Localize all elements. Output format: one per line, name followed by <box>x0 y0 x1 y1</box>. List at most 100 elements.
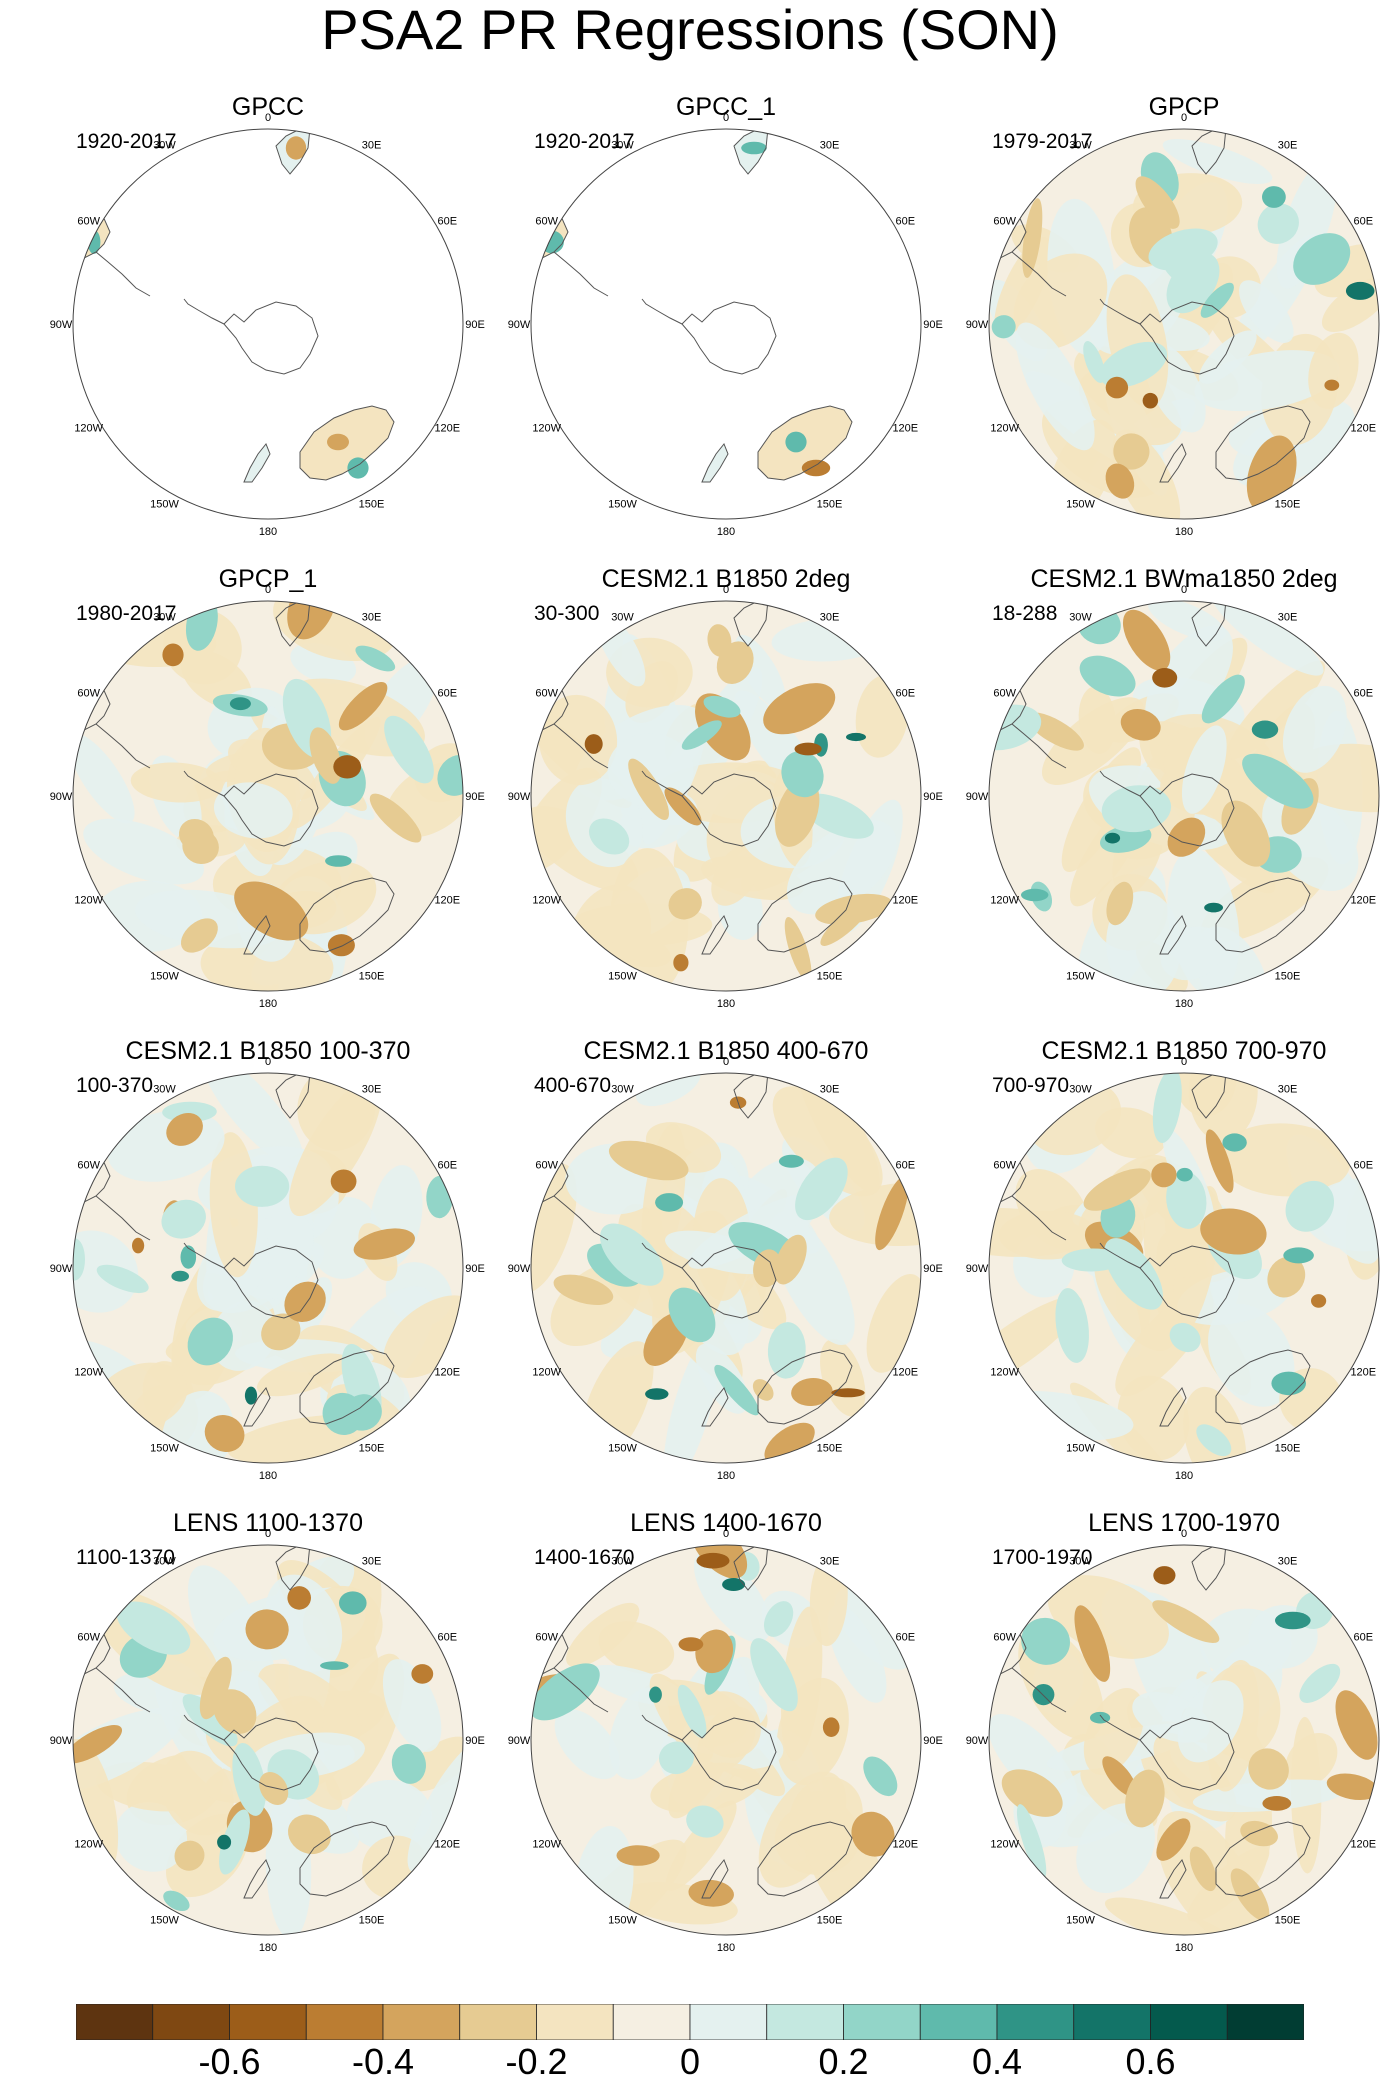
longitude-label: 30E <box>362 140 382 152</box>
panel-years: 1700-1970 <box>992 1546 1093 1569</box>
colorbar-swatch <box>1073 2004 1151 2040</box>
panel-title: GPCP <box>1148 93 1220 121</box>
precip-field <box>531 1073 921 1463</box>
colorbar-swatch <box>459 2004 537 2040</box>
longitude-label: 90W <box>508 319 531 331</box>
longitude-label: 150W <box>1066 498 1095 510</box>
longitude-label: 150E <box>817 970 843 982</box>
longitude-label: 30W <box>153 140 176 152</box>
longitude-label: 90W <box>508 791 531 803</box>
longitude-label: 90E <box>465 791 485 803</box>
panel-years: 18-288 <box>992 602 1058 625</box>
longitude-label: 90W <box>50 1735 73 1747</box>
map-boundary <box>530 600 922 992</box>
colorbar-swatch <box>229 2004 307 2040</box>
panel-title: CESM2.1 B1850 100-370 <box>125 1037 411 1065</box>
longitude-label: 120W <box>74 423 103 435</box>
longitude-label: 60E <box>896 216 916 228</box>
panel-title: CESM2.1 B1850 400-670 <box>583 1037 869 1065</box>
longitude-label: 60W <box>993 688 1016 700</box>
precip-field <box>73 1073 463 1463</box>
longitude-label: 180 <box>717 998 735 1010</box>
longitude-label: 0 <box>265 584 271 596</box>
longitude-label: 120E <box>1350 895 1376 907</box>
longitude-label: 120E <box>1350 1839 1376 1851</box>
longitude-label: 60W <box>993 216 1016 228</box>
longitude-label: 0 <box>1181 1056 1187 1068</box>
map-panel: CESM2.1 BWma1850 2deg030E60E90E120E150E1… <box>954 564 1380 1038</box>
map-boundary <box>530 1072 922 1464</box>
longitude-label: 90W <box>50 791 73 803</box>
longitude-label: 180 <box>717 526 735 538</box>
longitude-label: 150E <box>359 970 385 982</box>
polar-map: 0 30E 60E 90E 120E 150E 180 150W 120W 90W 60W 30W <box>50 1528 485 1954</box>
longitude-label: 90W <box>50 1263 73 1275</box>
longitude-label: 120E <box>892 1367 918 1379</box>
longitude-label: 60W <box>77 688 100 700</box>
longitude-label: 60E <box>896 688 916 700</box>
longitude-label: 150W <box>608 970 637 982</box>
longitude-label: 90E <box>923 791 943 803</box>
longitude-label: 150E <box>1275 970 1301 982</box>
map-panel: LENS 1700-1970030E60E90E120E150E180150W1… <box>954 1508 1380 1982</box>
longitude-label: 150E <box>1275 498 1301 510</box>
map-boundary <box>530 1544 922 1936</box>
panel-title: LENS 1700-1970 <box>1088 1509 1280 1537</box>
longitude-label: 150W <box>150 1442 179 1454</box>
panel-years: 1980-2017 <box>76 602 177 625</box>
longitude-label: 120W <box>990 423 1019 435</box>
longitude-label: 30E <box>362 1084 382 1096</box>
longitude-label: 30W <box>611 140 634 152</box>
longitude-label: 60W <box>993 1160 1016 1172</box>
map-panel: GPCC 0 30E 60E 90E 120E 150E 180 150W 120W 90W 60W 3… <box>38 92 498 566</box>
longitude-label: 60E <box>438 216 458 228</box>
longitude-label: 90E <box>465 1735 485 1747</box>
longitude-label: 60W <box>77 1632 100 1644</box>
colorbar-swatch <box>536 2004 614 2040</box>
longitude-label: 30E <box>1278 1084 1298 1096</box>
longitude-label: 120E <box>1350 1367 1376 1379</box>
longitude-label: 120W <box>990 895 1019 907</box>
longitude-label: 90E <box>465 319 485 331</box>
precip-field <box>73 1545 463 1935</box>
longitude-label: 90W <box>966 319 989 331</box>
longitude-label: 120E <box>434 1367 460 1379</box>
longitude-label: 0 <box>1181 112 1187 124</box>
longitude-label: 150W <box>1066 1442 1095 1454</box>
precip-field <box>989 1073 1379 1463</box>
longitude-label: 30E <box>820 1084 840 1096</box>
colorbar-tick-label: -0.6 <box>198 2041 261 2082</box>
longitude-label: 0 <box>723 584 729 596</box>
longitude-label: 60E <box>1354 1632 1374 1644</box>
colorbar-swatch <box>689 2004 768 2040</box>
longitude-label: 60W <box>77 216 100 228</box>
longitude-label: 60W <box>993 1632 1016 1644</box>
longitude-label: 30E <box>820 1556 840 1568</box>
longitude-label: 0 <box>1181 1528 1187 1540</box>
longitude-label: 30W <box>611 1084 634 1096</box>
longitude-label: 30E <box>1278 140 1298 152</box>
map-panel: CESM2.1 B1850 400-670 0 30E 60E 90E 120E 150E 1… <box>496 1036 956 1510</box>
longitude-label: 180 <box>1175 526 1193 538</box>
panel-title: CESM2.1 B1850 2deg <box>601 565 851 593</box>
longitude-label: 60E <box>896 1632 916 1644</box>
colorbar-swatch <box>612 2004 691 2040</box>
longitude-label: 60E <box>1354 216 1374 228</box>
map-panel: CESM2.1 B1850 2deg 0 30E 60E 90E 120E 150E 180 1… <box>496 564 956 1038</box>
longitude-label: 150E <box>817 498 843 510</box>
longitude-label: 0 <box>265 112 271 124</box>
longitude-label: 60W <box>535 216 558 228</box>
longitude-label: 0 <box>265 1056 271 1068</box>
map-boundary <box>988 128 1380 520</box>
longitude-label: 150E <box>817 1442 843 1454</box>
panel-years: 1979-2017 <box>992 130 1093 153</box>
longitude-label: 120E <box>434 895 460 907</box>
longitude-label: 90W <box>508 1735 531 1747</box>
colorbar-tick-labels: -0.6 -0.4 -0.2 0 0.2 0.4 0.6 <box>76 2040 1304 2086</box>
colorbar-swatch <box>843 2004 921 2040</box>
longitude-label: 30W <box>1069 1556 1092 1568</box>
longitude-label: 0 <box>1181 584 1187 596</box>
longitude-label: 60W <box>535 688 558 700</box>
panel-years: 1920-2017 <box>534 130 635 153</box>
longitude-label: 60E <box>1354 1160 1374 1172</box>
